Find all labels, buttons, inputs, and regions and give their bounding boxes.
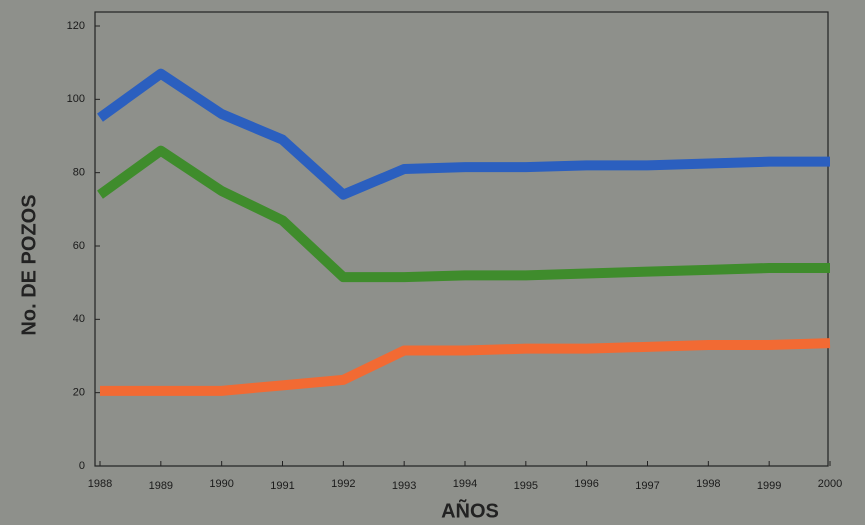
line: [97, 68, 830, 200]
x-tick-label: 1988: [88, 478, 112, 490]
x-axis-title: AÑOS: [441, 499, 499, 522]
y-tick-label: 20: [73, 387, 85, 399]
x-tick-label: 1993: [392, 480, 416, 492]
y-tick-label: 40: [73, 313, 85, 325]
x-tick-label: 1990: [209, 478, 233, 490]
y-tick-label: 100: [67, 93, 85, 105]
line: [100, 338, 831, 396]
x-tick-label: 2000: [818, 478, 842, 490]
x-tick-label: 1998: [696, 478, 720, 490]
x-tick-label: 1996: [574, 478, 598, 490]
x-tick-label: 1994: [453, 478, 477, 490]
line: [97, 145, 830, 283]
x-tick-label: 1997: [635, 480, 659, 492]
y-tick-label: 60: [73, 240, 85, 252]
y-tick-label: 120: [67, 20, 85, 32]
y-tick-label: 80: [73, 167, 85, 179]
x-tick-label: 1991: [270, 480, 294, 492]
x-tick-label: 1989: [149, 480, 173, 492]
x-tick-label: 1999: [757, 480, 781, 492]
x-tick-label: 1995: [514, 480, 538, 492]
y-tick-label: 0: [79, 460, 85, 472]
y-axis-title: No. DE POZOS: [18, 194, 40, 335]
plot-frame: [94, 11, 829, 467]
x-tick-label: 1992: [331, 478, 355, 490]
